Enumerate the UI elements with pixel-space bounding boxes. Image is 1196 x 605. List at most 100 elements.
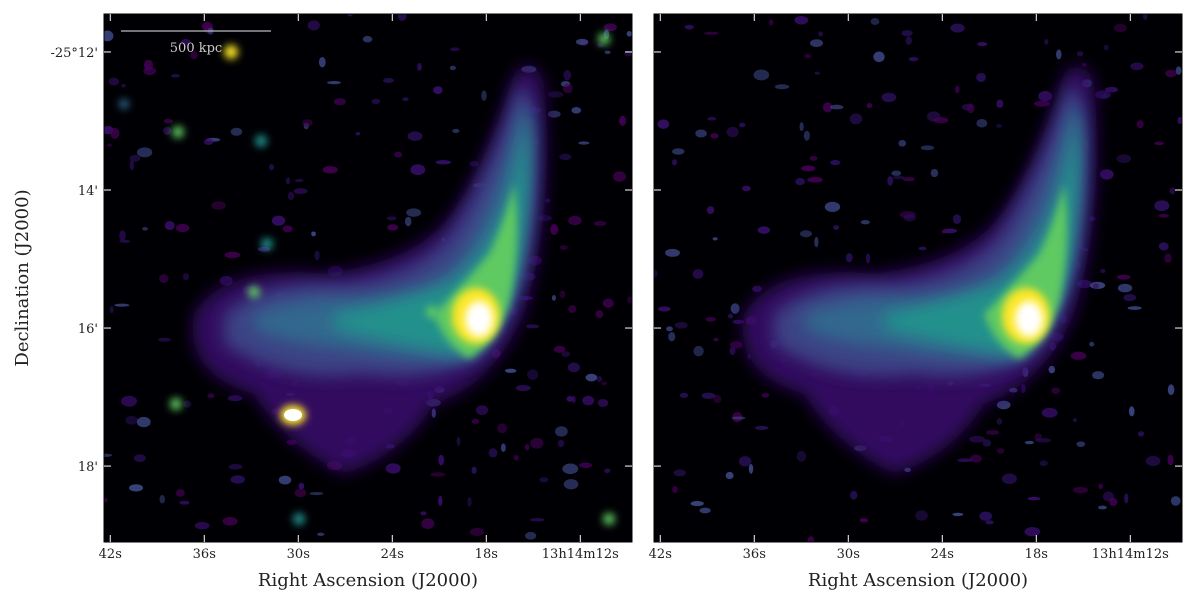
noise [559,245,568,250]
noise [438,454,445,466]
noise [224,251,241,259]
noise [941,229,946,234]
x-tick-label: 36s [193,547,216,562]
noise [362,35,373,43]
x-axis-label: Right Ascension (J2000) [258,570,478,591]
noise [753,69,770,81]
noise [1145,455,1161,467]
noise [568,305,577,314]
noise [157,337,171,342]
noise [726,126,739,138]
noise [450,47,460,52]
noise [190,51,198,60]
noise [527,369,539,380]
noise [269,164,275,171]
noise [515,384,531,392]
noise [136,147,153,158]
noise [1035,438,1052,443]
noise [110,127,120,139]
y-tick-label: 18' [78,460,98,475]
noise [1056,49,1062,60]
noise [104,30,114,42]
noise [693,345,704,357]
noise [741,185,751,192]
noise [833,225,840,230]
noise [421,518,435,529]
noise [563,479,579,490]
noise [539,477,549,483]
noise [471,418,480,424]
noise [1167,384,1175,396]
noise [729,346,736,356]
noise [976,72,986,82]
noise [985,520,994,525]
noise [159,494,166,504]
noise [1158,213,1170,218]
noise [1038,91,1053,102]
noise [1024,440,1034,445]
noise [950,23,965,33]
noise [1169,187,1176,195]
noise [684,24,694,30]
noise [119,239,131,243]
noise [566,395,574,402]
noise [163,118,173,124]
noise [796,450,807,462]
noise [555,426,568,437]
noise [692,269,704,279]
noise [903,213,916,222]
noise [996,99,1004,109]
noise [347,14,353,17]
noise [435,160,451,165]
noise [1136,120,1144,129]
noise [887,176,894,186]
noise [1076,51,1084,57]
noise [1170,496,1181,506]
noise [794,15,809,25]
noise [654,269,658,278]
noise [597,398,609,407]
noise [129,484,144,492]
noise [561,351,571,357]
noise [327,81,342,85]
noise [207,393,215,399]
noise [603,23,617,32]
noise [665,248,680,257]
noise [1082,63,1087,67]
noise [1137,431,1145,437]
noise [705,316,716,322]
noise [969,454,982,463]
noise [809,156,818,161]
x-tick-label: 13h14m12s [542,547,619,562]
noise [550,224,559,235]
noise [604,468,611,474]
noise [293,188,308,194]
noise [568,215,582,226]
x-tick-label: 24s [381,547,404,562]
noise [1113,23,1127,33]
noise [1143,14,1148,20]
noise [1167,454,1174,466]
noise [582,395,595,406]
noise [387,224,399,231]
noise [704,31,719,35]
noise [873,51,885,63]
noise [710,133,719,139]
noise [730,303,740,314]
image-panel [654,14,1182,542]
noise [1165,69,1177,78]
noise [795,177,805,186]
noise [488,448,498,458]
noise [672,148,685,155]
noise [119,230,126,241]
noise [1041,407,1058,418]
noise [672,159,677,166]
noise [571,107,582,114]
noise [553,345,566,353]
noise [159,274,169,284]
noise [471,466,477,474]
noise [707,116,717,121]
noise [829,104,844,110]
noise [1102,491,1114,502]
noise [563,70,572,81]
